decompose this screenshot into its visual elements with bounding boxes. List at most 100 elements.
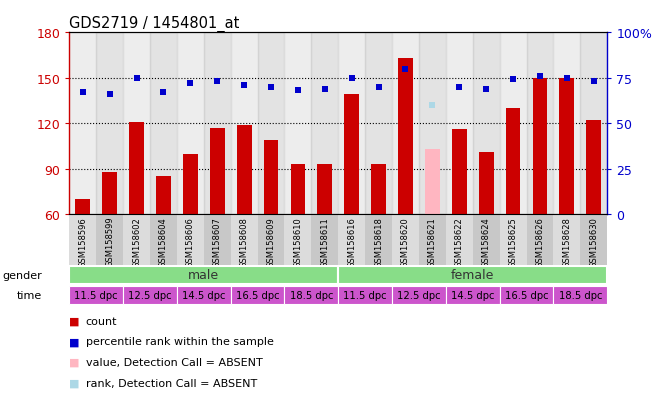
Text: male: male xyxy=(188,269,219,282)
Text: count: count xyxy=(86,316,117,326)
Text: 11.5 dpc: 11.5 dpc xyxy=(75,290,118,301)
Bar xyxy=(123,287,177,305)
Text: percentile rank within the sample: percentile rank within the sample xyxy=(86,337,274,347)
Bar xyxy=(210,128,224,215)
Bar xyxy=(392,287,446,305)
Bar xyxy=(129,122,144,215)
Bar xyxy=(533,78,547,215)
Text: 14.5 dpc: 14.5 dpc xyxy=(182,290,226,301)
Bar xyxy=(257,215,284,265)
Bar xyxy=(69,33,96,215)
Bar xyxy=(560,78,574,215)
Bar xyxy=(506,109,521,215)
Bar xyxy=(123,33,150,215)
Bar xyxy=(527,33,554,215)
Bar xyxy=(419,215,446,265)
Text: rank, Detection Call = ABSENT: rank, Detection Call = ABSENT xyxy=(86,378,257,388)
Bar xyxy=(177,33,204,215)
Text: GSM158596: GSM158596 xyxy=(79,216,87,267)
Bar xyxy=(398,59,413,215)
Bar xyxy=(580,215,607,265)
Bar xyxy=(312,215,338,265)
Bar xyxy=(284,215,312,265)
Bar xyxy=(177,287,231,305)
Text: GSM158630: GSM158630 xyxy=(589,216,598,267)
Text: GSM158610: GSM158610 xyxy=(294,216,302,267)
Bar xyxy=(500,33,527,215)
Text: GSM158620: GSM158620 xyxy=(401,216,410,267)
Text: gender: gender xyxy=(3,271,42,280)
Text: GSM158609: GSM158609 xyxy=(267,216,275,267)
Bar xyxy=(257,33,284,215)
Bar xyxy=(339,33,365,215)
Bar xyxy=(150,215,177,265)
Bar xyxy=(284,287,339,305)
Text: ■: ■ xyxy=(69,316,80,326)
Bar xyxy=(554,287,607,305)
Bar xyxy=(554,215,580,265)
Bar xyxy=(290,165,306,215)
Text: 11.5 dpc: 11.5 dpc xyxy=(343,290,387,301)
Bar xyxy=(75,199,90,215)
Bar xyxy=(204,215,231,265)
Text: 12.5 dpc: 12.5 dpc xyxy=(397,290,441,301)
Bar xyxy=(446,287,500,305)
Bar xyxy=(123,215,150,265)
Bar xyxy=(69,266,339,285)
Bar xyxy=(446,215,473,265)
Bar xyxy=(339,287,392,305)
Text: GSM158607: GSM158607 xyxy=(213,216,222,267)
Text: GSM158625: GSM158625 xyxy=(509,216,517,267)
Text: GSM158628: GSM158628 xyxy=(562,216,572,267)
Bar xyxy=(425,150,440,215)
Bar xyxy=(500,287,554,305)
Text: GSM158608: GSM158608 xyxy=(240,216,249,267)
Bar xyxy=(500,215,527,265)
Text: GSM158616: GSM158616 xyxy=(347,216,356,267)
Bar xyxy=(237,126,251,215)
Text: 18.5 dpc: 18.5 dpc xyxy=(558,290,602,301)
Text: 16.5 dpc: 16.5 dpc xyxy=(236,290,279,301)
Bar xyxy=(473,215,500,265)
Bar xyxy=(392,215,419,265)
Text: GSM158606: GSM158606 xyxy=(186,216,195,267)
Text: ■: ■ xyxy=(69,357,80,367)
Bar xyxy=(150,33,177,215)
Bar xyxy=(473,33,500,215)
Bar xyxy=(204,33,231,215)
Text: GSM158626: GSM158626 xyxy=(535,216,544,267)
Bar xyxy=(365,33,392,215)
Bar xyxy=(156,177,171,215)
Bar xyxy=(339,266,607,285)
Text: time: time xyxy=(17,290,42,301)
Text: GSM158621: GSM158621 xyxy=(428,216,437,267)
Bar xyxy=(580,33,607,215)
Text: GSM158618: GSM158618 xyxy=(374,216,383,267)
Text: GSM158599: GSM158599 xyxy=(105,216,114,267)
Bar xyxy=(312,33,338,215)
Bar xyxy=(452,130,467,215)
Text: value, Detection Call = ABSENT: value, Detection Call = ABSENT xyxy=(86,357,263,367)
Text: GSM158602: GSM158602 xyxy=(132,216,141,267)
Bar xyxy=(586,121,601,215)
Text: GSM158624: GSM158624 xyxy=(482,216,490,267)
Bar xyxy=(446,33,473,215)
Bar xyxy=(263,140,279,215)
Text: ■: ■ xyxy=(69,378,80,388)
Bar xyxy=(392,33,419,215)
Bar xyxy=(231,287,284,305)
Text: GDS2719 / 1454801_at: GDS2719 / 1454801_at xyxy=(69,16,240,32)
Bar xyxy=(69,287,123,305)
Bar xyxy=(527,215,554,265)
Bar xyxy=(339,215,365,265)
Text: GSM158622: GSM158622 xyxy=(455,216,464,267)
Bar xyxy=(554,33,580,215)
Bar xyxy=(419,33,446,215)
Bar xyxy=(478,153,494,215)
Text: GSM158604: GSM158604 xyxy=(159,216,168,267)
Text: ■: ■ xyxy=(69,337,80,347)
Bar xyxy=(231,33,257,215)
Bar xyxy=(183,154,198,215)
Bar xyxy=(177,215,204,265)
Bar xyxy=(317,165,332,215)
